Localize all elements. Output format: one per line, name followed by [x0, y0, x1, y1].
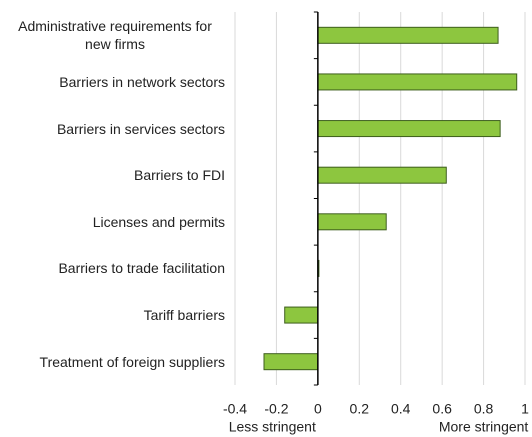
y-tick-label: Barriers in services sectors: [56, 120, 225, 137]
x-tick-label: -0.2: [264, 401, 288, 417]
x-tick-label: 0.2: [350, 401, 370, 417]
annotation: Less stringent: [229, 419, 316, 435]
y-tick-label: Administrative requirements for new firm…: [18, 18, 212, 53]
x-tick-label: 0: [314, 401, 322, 417]
bar: [263, 353, 319, 371]
y-tick-label: Barriers in network sectors: [59, 73, 225, 90]
y-tick-label: Tariff barriers: [143, 307, 225, 324]
bar: [317, 120, 501, 138]
y-tick-label: Treatment of foreign suppliers: [39, 353, 225, 370]
y-tick-label: Licenses and permits: [92, 213, 225, 230]
y-tick-label: Barriers to FDI: [133, 167, 225, 184]
x-tick-label: -0.4: [223, 401, 247, 417]
annotation: More stringent: [439, 419, 529, 435]
bar: [317, 166, 447, 184]
bar: [284, 306, 319, 324]
x-tick-label: 0.8: [474, 401, 494, 417]
bar: [317, 73, 518, 91]
bar: [317, 26, 499, 44]
x-tick-label: 1: [521, 401, 529, 417]
x-tick-label: 0.6: [432, 401, 452, 417]
x-tick-label: 0.4: [391, 401, 411, 417]
y-tick-label: Barriers to trade facilitation: [58, 260, 225, 277]
bar: [317, 213, 387, 231]
